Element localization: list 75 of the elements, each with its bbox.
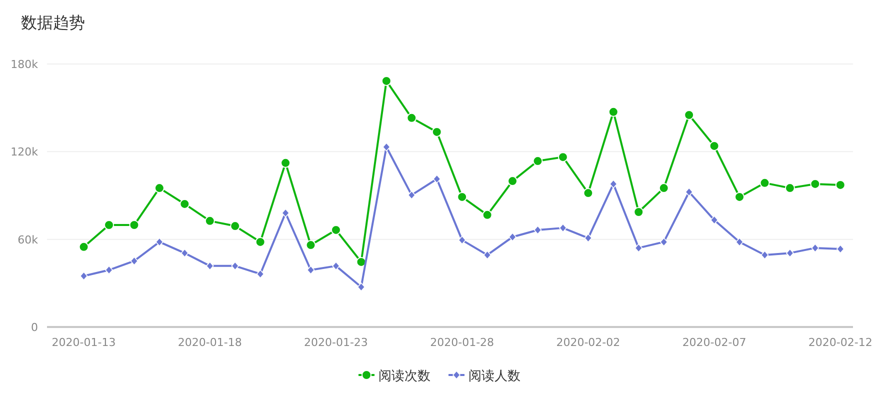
x-tick-label: 2020-01-13	[52, 336, 116, 349]
point	[811, 244, 820, 252]
x-tick-label: 2020-02-02	[556, 336, 620, 349]
point	[534, 226, 542, 234]
point	[156, 238, 164, 246]
x-tick-label: 2020-01-18	[178, 336, 242, 349]
point	[710, 216, 718, 224]
point	[457, 192, 468, 202]
y-tick-label: 0	[31, 321, 38, 334]
point	[634, 207, 644, 218]
point	[634, 244, 643, 252]
legend-label: 阅读次数	[378, 369, 430, 384]
point	[760, 250, 769, 260]
point	[709, 140, 720, 151]
x-tick-label: 2020-02-12	[808, 336, 872, 349]
point	[104, 220, 114, 230]
point	[230, 221, 240, 232]
point	[508, 176, 518, 186]
point	[432, 126, 442, 137]
point	[204, 216, 215, 226]
point	[584, 234, 592, 242]
point	[130, 256, 138, 266]
point	[282, 208, 290, 218]
point	[382, 142, 390, 152]
point	[408, 190, 416, 200]
point	[558, 152, 568, 162]
point	[180, 198, 190, 209]
point	[835, 180, 846, 190]
point	[105, 266, 113, 274]
point	[734, 192, 745, 202]
y-tick-label: 120k	[10, 146, 39, 159]
point	[280, 158, 291, 168]
point	[332, 262, 340, 270]
point	[330, 224, 341, 235]
chart-title: 数据趋势	[21, 13, 85, 32]
x-tick-label: 2020-02-07	[682, 336, 746, 349]
point	[458, 236, 466, 244]
point	[256, 270, 264, 278]
point	[608, 106, 618, 117]
point	[231, 262, 239, 270]
point	[255, 236, 266, 247]
point	[660, 238, 668, 246]
point	[610, 180, 618, 188]
point	[80, 272, 88, 280]
point	[508, 232, 516, 242]
point	[483, 250, 492, 260]
point	[685, 188, 693, 196]
point	[684, 110, 694, 120]
point	[786, 248, 794, 258]
point	[306, 240, 316, 250]
point	[658, 183, 669, 194]
x-tick-label: 2020-01-28	[430, 336, 494, 349]
point	[306, 266, 315, 274]
point	[381, 76, 392, 86]
point	[78, 242, 89, 252]
point	[154, 183, 164, 194]
point	[810, 178, 820, 189]
point	[836, 244, 844, 254]
legend-label: 阅读人数	[468, 369, 520, 384]
y-tick-label: 180k	[10, 58, 39, 71]
point	[129, 220, 140, 230]
point	[532, 156, 543, 166]
x-tick-label: 2020-01-23	[304, 336, 368, 349]
point	[357, 282, 366, 292]
y-tick-label: 60k	[18, 233, 39, 246]
point	[760, 178, 770, 188]
point	[583, 188, 594, 198]
point	[482, 210, 492, 220]
point	[736, 238, 744, 246]
point	[784, 183, 795, 194]
point	[180, 248, 189, 258]
point	[206, 262, 214, 270]
point	[406, 112, 417, 123]
point	[559, 224, 567, 232]
point	[432, 174, 441, 184]
